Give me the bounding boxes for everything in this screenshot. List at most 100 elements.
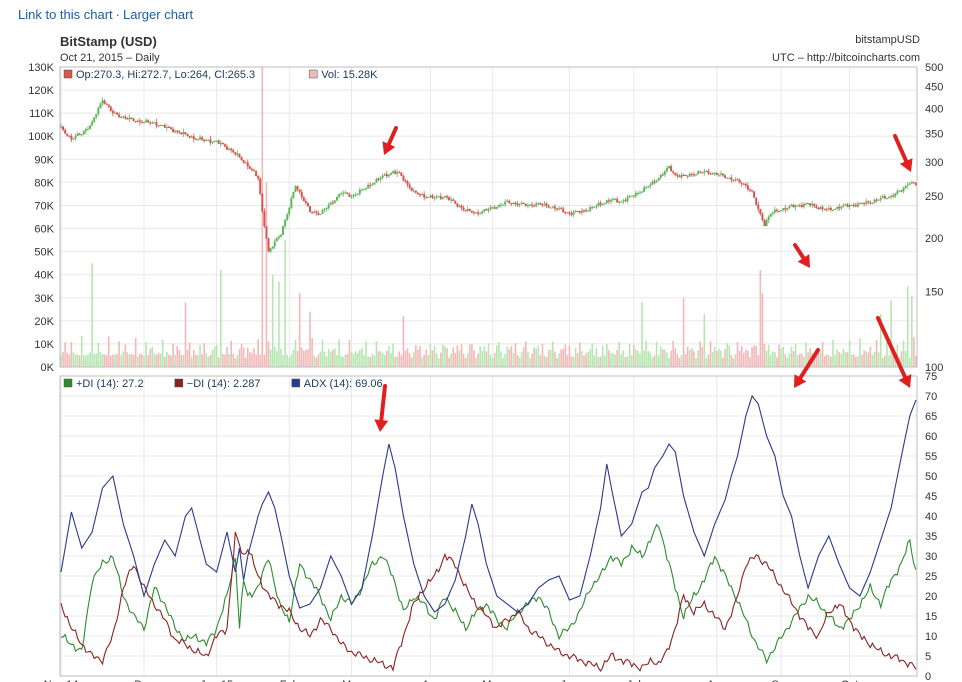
annotation-arrows <box>374 126 913 432</box>
volume-bar <box>742 353 745 367</box>
volume-bar <box>352 353 355 367</box>
candle-body <box>526 205 529 207</box>
candle-body <box>684 175 687 177</box>
candle-body <box>609 199 612 202</box>
volume-bar <box>363 355 365 367</box>
volume-bar <box>643 350 645 367</box>
candle-body <box>734 179 737 181</box>
candle-body <box>342 192 345 194</box>
candle-body <box>101 100 104 104</box>
candle-body <box>678 175 681 178</box>
volume-bar <box>392 343 394 367</box>
volume-bar <box>464 357 467 367</box>
volume-bar <box>421 357 423 367</box>
candle-body <box>547 205 550 208</box>
indicator-tick-label: 45 <box>925 491 937 503</box>
candle-body <box>780 210 783 212</box>
candle-body <box>775 209 778 212</box>
volume-bar <box>543 355 546 367</box>
volume-bar <box>531 353 533 367</box>
candle-body <box>248 166 251 169</box>
volume-bar <box>379 351 382 367</box>
candle-body <box>738 179 741 183</box>
candle-body <box>535 203 538 206</box>
candle-body <box>300 191 303 198</box>
volume-bar <box>778 344 780 367</box>
volume-bar <box>855 356 857 367</box>
candle-body <box>416 192 419 195</box>
price-tick-label: 250 <box>925 191 943 203</box>
volume-bar <box>516 355 519 367</box>
volume-bar <box>911 295 913 367</box>
candle-body <box>570 213 573 215</box>
candle-body <box>221 143 224 145</box>
candle-body <box>116 112 119 115</box>
candle-body <box>485 209 488 211</box>
link-to-chart[interactable]: Link to this chart <box>18 7 113 22</box>
candle-body <box>894 193 897 197</box>
price-tick-label: 300 <box>925 157 943 169</box>
candle-body <box>196 139 199 141</box>
volume-bar <box>662 349 664 367</box>
volume-bar <box>76 354 79 367</box>
volume-bar <box>786 357 789 367</box>
chart-title: BitStamp (USD) <box>60 34 157 49</box>
volume-bar <box>493 352 496 367</box>
candle-body <box>767 216 770 220</box>
candle-body <box>854 205 857 207</box>
arrow-shaft <box>876 316 908 380</box>
candle-body <box>819 207 822 210</box>
volume-bar <box>529 358 531 367</box>
candle-body <box>86 128 89 130</box>
candle-body <box>360 189 363 191</box>
candle-body <box>66 133 69 136</box>
candle-body <box>746 185 749 190</box>
volume-bar <box>541 344 544 367</box>
candle-body <box>659 174 662 178</box>
candle-body <box>464 209 467 211</box>
volume-bar <box>805 342 807 367</box>
volume-bar <box>305 349 307 367</box>
larger-chart-link[interactable]: Larger chart <box>123 7 194 22</box>
volume-bar <box>350 351 353 367</box>
volume-bar <box>668 357 670 367</box>
volume-bar <box>549 349 552 367</box>
price-tick-label: 500 <box>925 62 943 74</box>
volume-bar <box>124 344 127 367</box>
candle-body <box>331 202 334 204</box>
volume-bar <box>637 351 639 367</box>
candle-body <box>622 200 625 202</box>
volume-tick-label: 0K <box>41 362 55 374</box>
volume-bar <box>697 350 699 367</box>
volume-bar <box>282 355 284 367</box>
candle-body <box>371 184 374 186</box>
candle-body <box>800 205 803 207</box>
candle-body <box>460 205 463 208</box>
candle-body <box>215 140 218 142</box>
volume-bar <box>614 354 616 367</box>
candle-body <box>665 168 668 172</box>
candle-body <box>354 194 357 196</box>
volume-bar <box>294 339 297 367</box>
volume-bar <box>496 345 498 367</box>
candle-body <box>412 190 415 192</box>
volume-bar <box>483 346 486 367</box>
candle-body <box>668 166 671 169</box>
volume-bar <box>857 356 859 367</box>
candle-body <box>508 200 511 204</box>
candle-body <box>529 204 532 206</box>
candle-body <box>761 214 764 221</box>
volume-bar <box>458 350 461 367</box>
candle-body <box>757 204 760 210</box>
candle-body <box>406 181 409 185</box>
candle-body <box>296 186 299 190</box>
volume-bar <box>329 351 332 367</box>
volume-bar <box>755 345 758 367</box>
candle-body <box>852 204 855 206</box>
candle-body <box>315 211 318 213</box>
candle-body <box>321 210 324 214</box>
volume-bar <box>417 349 419 367</box>
volume-bar <box>473 350 475 367</box>
volume-bar <box>60 354 62 367</box>
candle-body <box>279 234 282 237</box>
